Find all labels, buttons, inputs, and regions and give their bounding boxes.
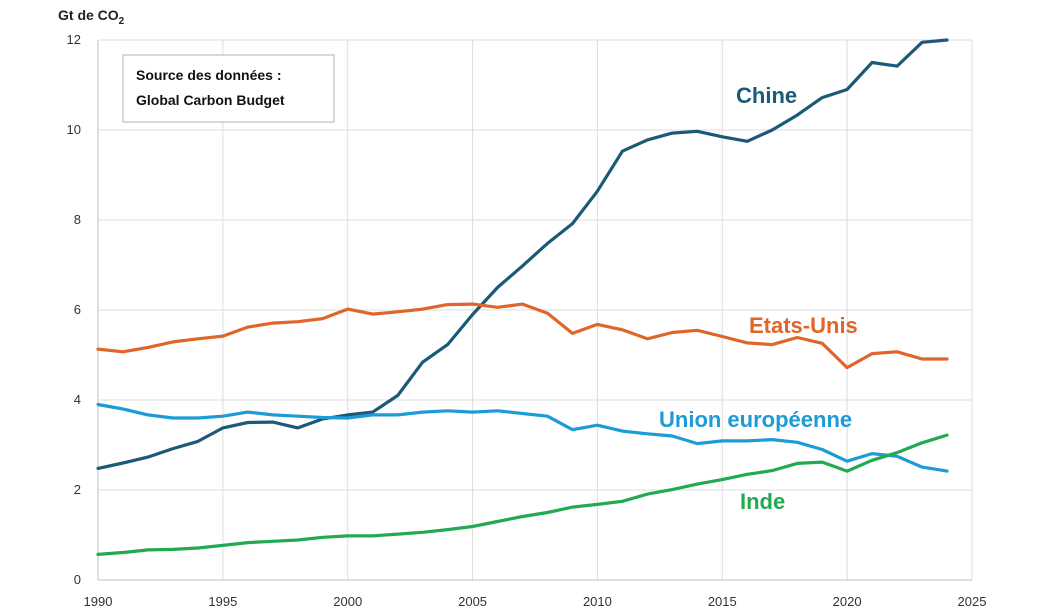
series-line-etats-unis xyxy=(96,302,949,370)
y-tick-label-2: 2 xyxy=(74,482,81,497)
grid xyxy=(98,39,973,580)
x-tick-label-2005: 2005 xyxy=(458,594,487,609)
source-line-1: Source des données : xyxy=(136,67,281,83)
x-tick-label-2000: 2000 xyxy=(333,594,362,609)
y-tick-label-4: 4 xyxy=(74,392,81,407)
y-axis-unit-label: Gt de CO2 xyxy=(58,7,125,27)
y-tick-label-6: 6 xyxy=(74,302,81,317)
y-tick-label-8: 8 xyxy=(74,212,81,227)
series-line-chine xyxy=(96,38,949,470)
x-tick-label-1995: 1995 xyxy=(208,594,237,609)
x-tick-label-2025: 2025 xyxy=(958,594,987,609)
x-tick-label-2010: 2010 xyxy=(583,594,612,609)
series-label-etats-unis: Etats-Unis xyxy=(749,313,858,338)
source-box: Source des données : Global Carbon Budge… xyxy=(122,54,335,123)
tick-labels: 0 2 4 6 8 10 12 1990 1995 2000 2005 2010 2015 2020 202… xyxy=(67,32,987,609)
y-tick-label-0: 0 xyxy=(74,572,81,587)
series-label-inde: Inde xyxy=(740,489,785,514)
x-tick-label-2020: 2020 xyxy=(833,594,862,609)
y-tick-label-12: 12 xyxy=(67,32,81,47)
series-line-inde xyxy=(96,433,949,557)
series-label-chine: Chine xyxy=(736,83,797,108)
series-label-union-europeenne: Union européenne xyxy=(659,407,852,432)
series-lines xyxy=(96,38,949,557)
y-axis-unit-main: Gt de CO xyxy=(58,7,119,23)
axes xyxy=(97,40,972,581)
x-tick-label-2015: 2015 xyxy=(708,594,737,609)
y-axis-unit-subscript: 2 xyxy=(119,16,125,27)
source-line-2: Global Carbon Budget xyxy=(136,92,285,108)
source-box-frame xyxy=(122,54,335,123)
series-line-union-europeenne xyxy=(96,402,949,473)
x-tick-label-1990: 1990 xyxy=(84,594,113,609)
y-tick-label-10: 10 xyxy=(67,122,81,137)
